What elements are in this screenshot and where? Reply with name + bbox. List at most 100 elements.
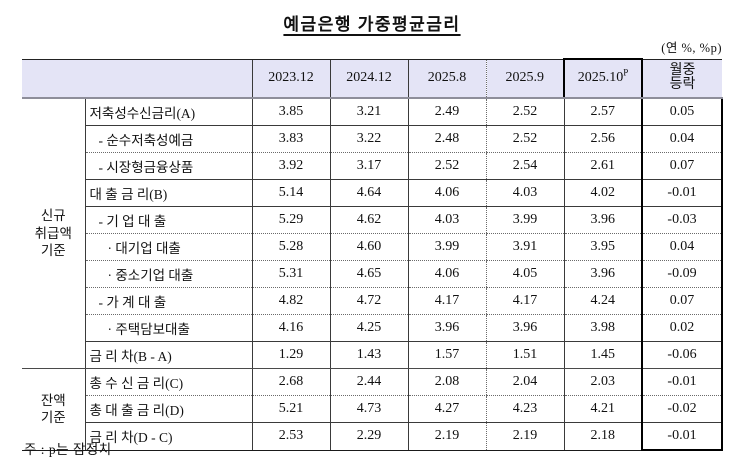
value-cell: 3.96 <box>485 314 564 342</box>
table-header: 2023.12 2024.12 2025.8 2025.9 2025.10P 월중 등락 <box>22 58 722 99</box>
value-cell: -0.02 <box>641 395 723 423</box>
value-cell: 4.62 <box>329 206 408 234</box>
value-cell: 4.03 <box>485 179 564 207</box>
value-cell: 2.48 <box>407 125 486 153</box>
value-cell: 4.23 <box>485 395 564 423</box>
value-cell: 4.17 <box>407 287 486 315</box>
value-cell: 0.07 <box>641 287 723 315</box>
table-row: · 중소기업 대출 5.31 4.65 4.06 4.05 3.96 -0.09 <box>22 260 723 288</box>
value-cell: 5.21 <box>251 395 330 423</box>
row-label: · 중소기업 대출 <box>84 260 252 288</box>
value-cell: 2.52 <box>485 125 564 153</box>
value-cell: 1.57 <box>407 341 486 369</box>
value-cell: -0.09 <box>641 260 723 288</box>
table-row: - 기 업 대 출 5.29 4.62 4.03 3.99 3.96 -0.03 <box>22 206 723 234</box>
value-cell: 4.82 <box>251 287 330 315</box>
corner-cell <box>22 58 252 99</box>
value-cell: 2.19 <box>485 422 564 451</box>
value-cell: 5.31 <box>251 260 330 288</box>
value-cell: 4.16 <box>251 314 330 342</box>
value-cell: 4.17 <box>485 287 564 315</box>
value-cell: 2.08 <box>407 368 486 396</box>
col-header-2023.12: 2023.12 <box>251 58 330 99</box>
value-cell: 1.51 <box>485 341 564 369</box>
value-cell: 2.44 <box>329 368 408 396</box>
value-cell: 1.43 <box>329 341 408 369</box>
row-label: · 주택담보대출 <box>84 314 252 342</box>
table-row: 대 출 금 리(B) 5.14 4.64 4.06 4.03 4.02 -0.01 <box>22 179 723 207</box>
value-cell: 3.91 <box>485 233 564 261</box>
value-cell: -0.01 <box>641 179 723 207</box>
group-label: 신규 취급액 기준 <box>22 98 85 369</box>
value-cell: 4.24 <box>563 287 642 315</box>
value-cell: 3.96 <box>563 260 642 288</box>
value-cell: 4.60 <box>329 233 408 261</box>
table-body: 신규 취급액 기준 저축성수신금리(A) 3.85 3.21 2.49 2.52 2.57 0… <box>22 98 723 451</box>
row-label: · 대기업 대출 <box>84 233 252 261</box>
value-cell: 1.29 <box>251 341 330 369</box>
value-cell: 3.85 <box>251 98 330 126</box>
value-cell: -0.06 <box>641 341 723 369</box>
provisional-superscript: P <box>623 67 629 78</box>
rates-table-wrapper: 2023.12 2024.12 2025.8 2025.9 2025.10P 월중 등락 신… <box>22 58 723 451</box>
page-title: 예금은행 가중평균금리 <box>283 15 461 34</box>
value-cell: 2.19 <box>407 422 486 451</box>
value-cell: 2.61 <box>563 152 642 180</box>
row-label: - 기 업 대 출 <box>84 206 252 234</box>
value-cell: 3.92 <box>251 152 330 180</box>
value-cell: 4.73 <box>329 395 408 423</box>
value-cell: 2.54 <box>485 152 564 180</box>
value-cell: 5.29 <box>251 206 330 234</box>
table-row: - 가 계 대 출 4.82 4.72 4.17 4.17 4.24 0.07 <box>22 287 723 315</box>
value-cell: 4.02 <box>563 179 642 207</box>
value-cell: 0.07 <box>641 152 723 180</box>
table-row: 총 대 출 금 리(D) 5.21 4.73 4.27 4.23 4.21 -0.02 <box>22 395 723 423</box>
value-cell: -0.01 <box>641 422 723 451</box>
value-cell: -0.01 <box>641 368 723 396</box>
value-cell: 5.28 <box>251 233 330 261</box>
table-row: 금 리 차(D - C) 2.53 2.29 2.19 2.19 2.18 -0.01 <box>22 422 723 451</box>
value-cell: 2.04 <box>485 368 564 396</box>
table-row: · 주택담보대출 4.16 4.25 3.96 3.96 3.98 0.02 <box>22 314 723 342</box>
value-cell: 4.65 <box>329 260 408 288</box>
value-cell: 5.14 <box>251 179 330 207</box>
value-cell: 2.03 <box>563 368 642 396</box>
value-cell: 3.99 <box>407 233 486 261</box>
group-label: 잔액 기준 <box>22 368 85 451</box>
rates-table: 2023.12 2024.12 2025.8 2025.9 2025.10P 월중 등락 신… <box>22 58 723 451</box>
value-cell: 4.72 <box>329 287 408 315</box>
row-label: 금 리 차(D - C) <box>84 422 252 451</box>
row-label: 총 수 신 금 리(C) <box>84 368 252 396</box>
value-cell: 4.21 <box>563 395 642 423</box>
value-cell: 4.03 <box>407 206 486 234</box>
value-cell: 4.27 <box>407 395 486 423</box>
value-cell: 2.52 <box>407 152 486 180</box>
value-cell: 2.18 <box>563 422 642 451</box>
value-cell: 3.96 <box>563 206 642 234</box>
value-cell: 2.57 <box>563 98 642 126</box>
table-row: - 시장형금융상품 3.92 3.17 2.52 2.54 2.61 0.07 <box>22 152 723 180</box>
footnote: 주 : p는 잠정치 <box>24 442 112 457</box>
value-cell: 2.29 <box>329 422 408 451</box>
row-label: - 순수저축성예금 <box>84 125 252 153</box>
table-row: 신규 취급액 기준 저축성수신금리(A) 3.85 3.21 2.49 2.52 2.57 0… <box>22 98 723 369</box>
table-row: - 순수저축성예금 3.83 3.22 2.48 2.52 2.56 0.04 <box>22 125 723 153</box>
value-cell: 2.56 <box>563 125 642 153</box>
col-header-2025.8: 2025.8 <box>407 58 486 99</box>
value-cell: 3.83 <box>251 125 330 153</box>
value-cell: 3.98 <box>563 314 642 342</box>
value-cell: 2.52 <box>485 98 564 126</box>
value-cell: 2.49 <box>407 98 486 126</box>
value-cell: 3.22 <box>329 125 408 153</box>
value-cell: -0.03 <box>641 206 723 234</box>
value-cell: 3.99 <box>485 206 564 234</box>
row-label: - 가 계 대 출 <box>84 287 252 315</box>
value-cell: 1.45 <box>563 341 642 369</box>
value-cell: 0.04 <box>641 125 723 153</box>
table-row: · 대기업 대출 5.28 4.60 3.99 3.91 3.95 0.04 <box>22 233 723 261</box>
value-cell: 3.96 <box>407 314 486 342</box>
table-row: 잔액 기준 총 수 신 금 리(C) 2.68 2.44 2.08 2.04 2.03 -0.… <box>22 368 723 451</box>
value-cell: 4.06 <box>407 179 486 207</box>
col-header-2025.9: 2025.9 <box>485 58 564 99</box>
